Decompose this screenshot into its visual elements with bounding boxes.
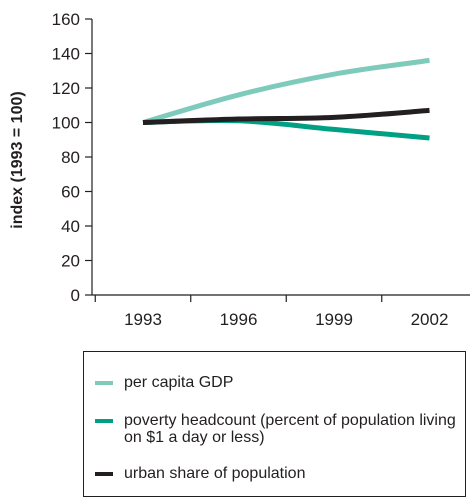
y-tick-label: 20 [61,252,80,271]
legend-swatch-urban-share [95,472,113,476]
y-tick-label: 140 [52,45,80,64]
y-tick-label: 80 [61,148,80,167]
y-tick-label: 40 [61,217,80,236]
y-tick-label: 160 [52,10,80,29]
chart-area: index (1993 = 100) 0 20 40 60 80 100 120 140 160… [9,10,470,329]
series-line-series-0 [142,57,430,125]
line-chart: index (1993 = 100) 0 20 40 60 80 100 120 140 160… [9,10,470,329]
legend-label-urban-share: urban share of population [124,465,306,482]
y-tick-label: 120 [52,79,80,98]
y-axis-title: index (1993 = 100) [9,91,26,228]
legend-label-poverty-headcount: poverty headcount (percent of population… [124,412,456,446]
y-tick-label: 100 [52,114,80,133]
x-tick-label: 1996 [220,310,258,329]
x-tick-label: 2002 [411,310,449,329]
legend-item-per-capita-gdp: per capita GDP [95,374,469,391]
legend-swatch-per-capita-gdp [95,381,113,385]
y-tick-label: 0 [71,286,80,305]
x-tick-label: 1999 [315,310,353,329]
legend-swatch-poverty-headcount [95,419,113,423]
series-line-series-2 [142,107,430,125]
y-tick-label: 60 [61,183,80,202]
legend-label-per-capita-gdp: per capita GDP [124,374,234,391]
legend: per capita GDP poverty headcount (percen… [83,351,466,497]
legend-item-urban-share: urban share of population [95,465,469,482]
x-tick-label: 1993 [124,310,162,329]
legend-item-poverty-headcount: poverty headcount (percent of population… [95,412,469,446]
